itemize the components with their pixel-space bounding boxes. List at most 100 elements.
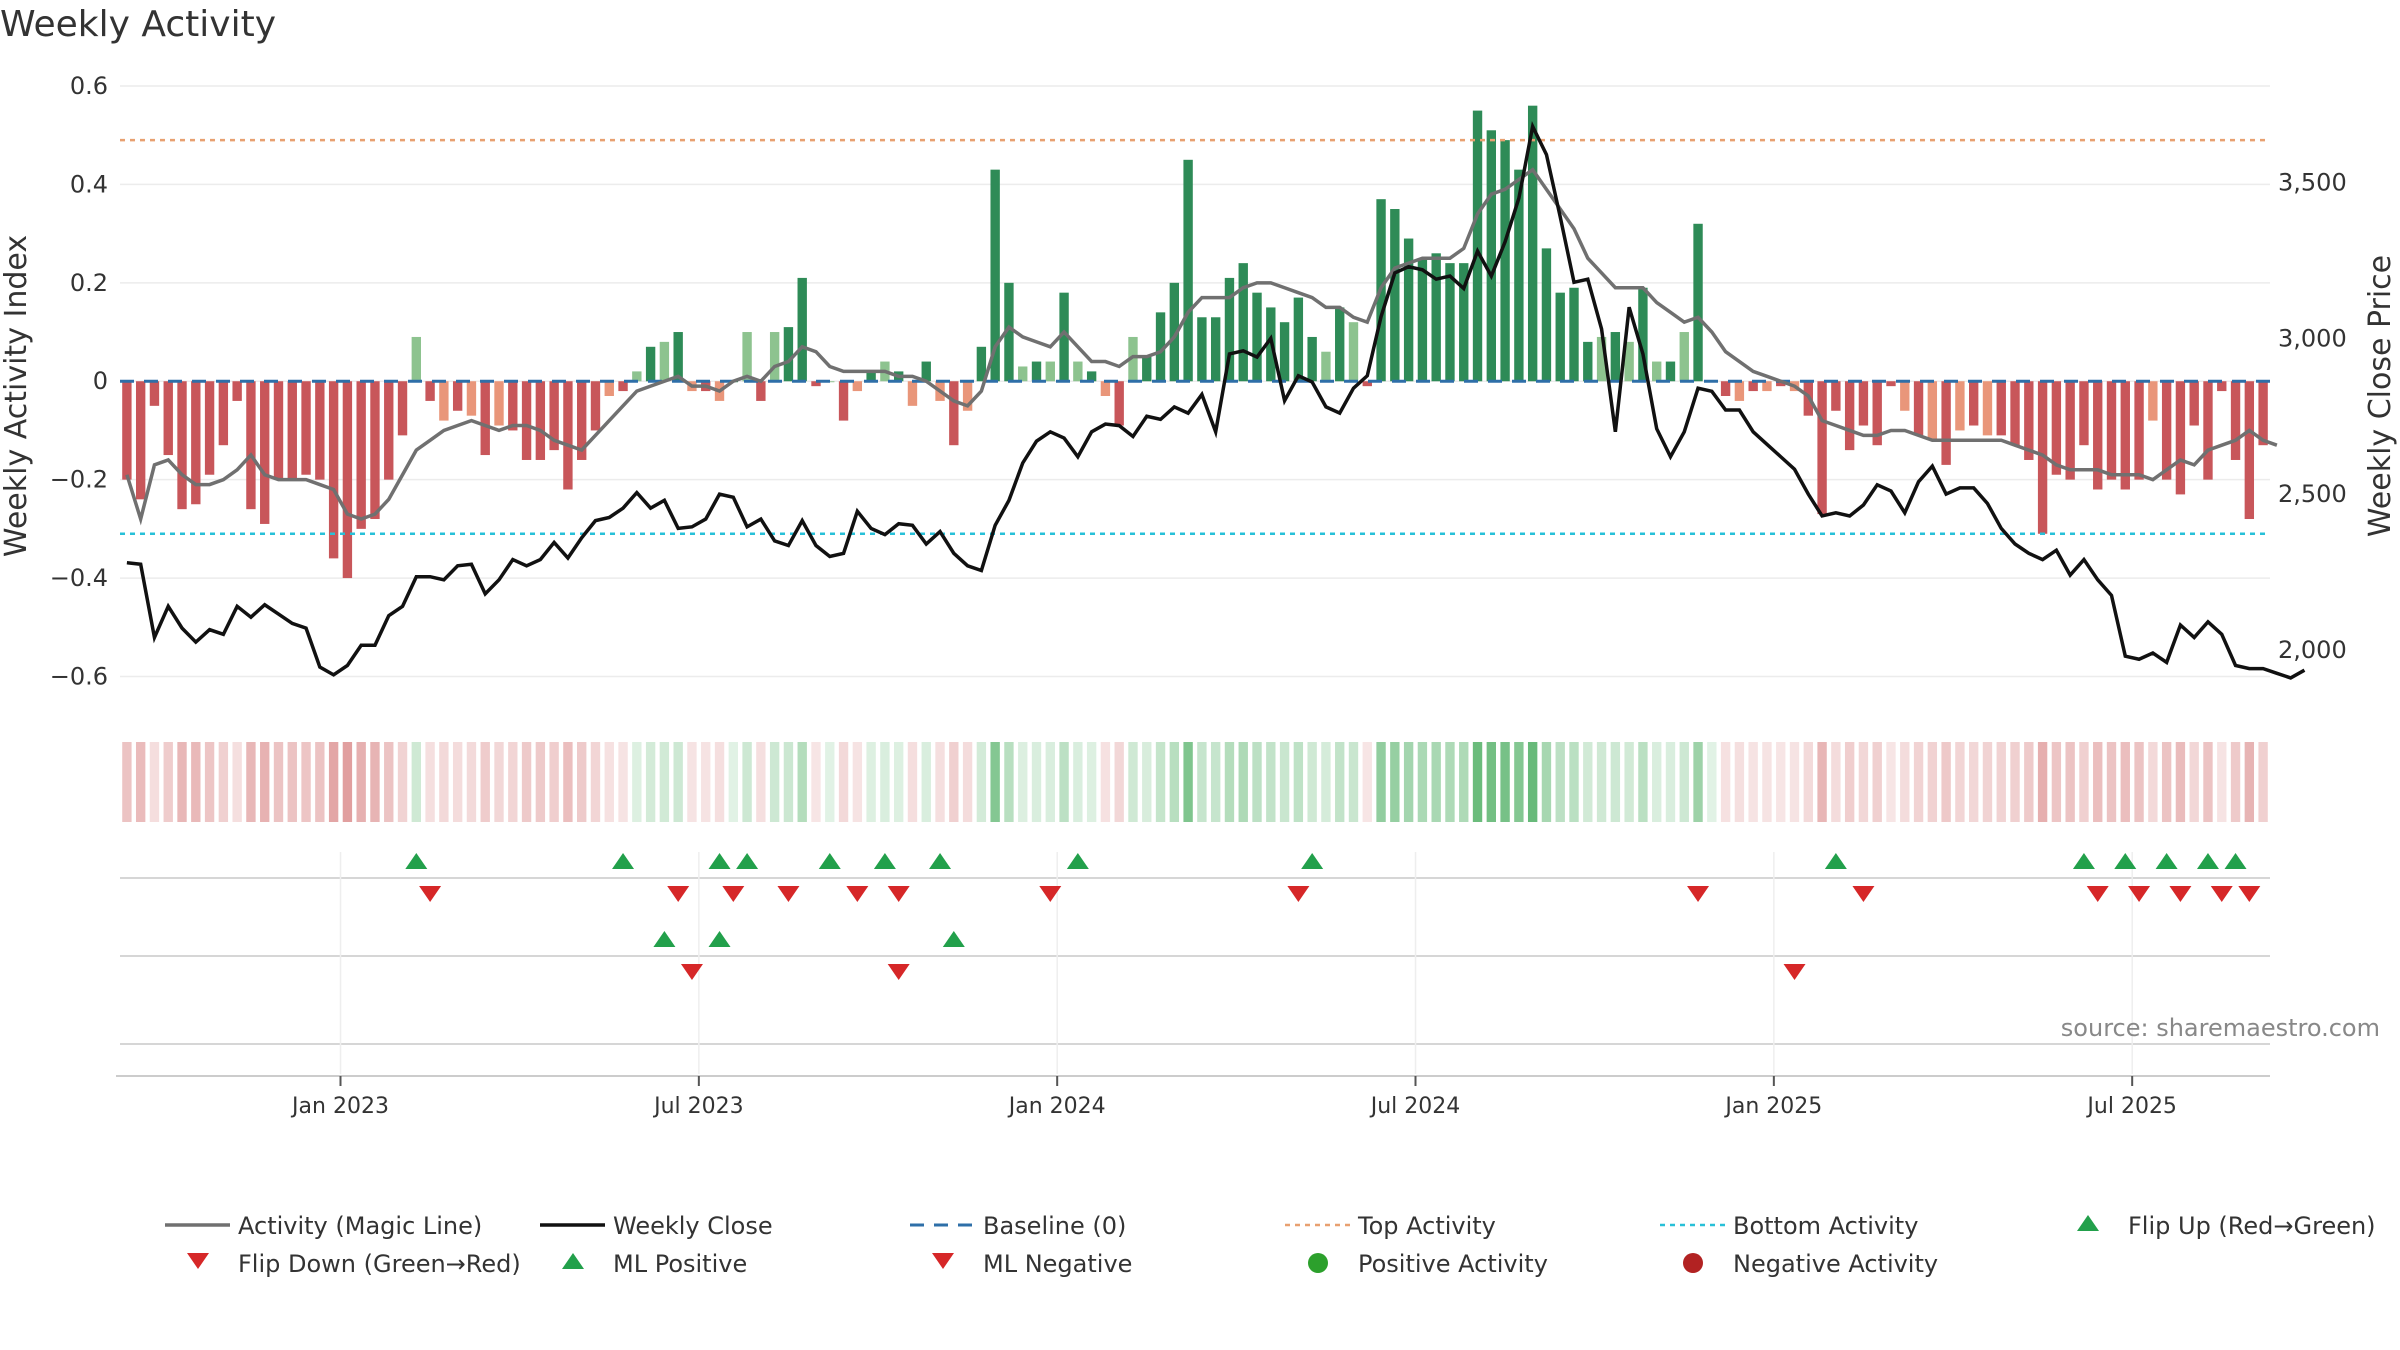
activity-bar <box>1955 381 1965 431</box>
heat-strip-cell <box>577 742 587 822</box>
heat-strip-cell <box>990 742 1000 822</box>
activity-bar <box>1583 341 1593 382</box>
x-tick-label: Jul 2024 <box>1369 1094 1461 1119</box>
activity-bar <box>1527 105 1538 382</box>
flip-down-marker <box>2169 886 2192 902</box>
activity-bar <box>1114 381 1124 426</box>
activity-bar <box>590 381 601 431</box>
heat-strip-cell <box>1142 742 1152 822</box>
activity-bar <box>673 332 683 382</box>
activity-bar <box>2010 381 2020 446</box>
flip-up-marker <box>405 853 428 869</box>
heat-strip-cell <box>1500 742 1510 822</box>
activity-bar <box>1307 336 1317 382</box>
activity-bar <box>1913 381 1924 436</box>
heat-strip-cell <box>1858 742 1869 822</box>
heat-strip-cell <box>783 742 794 822</box>
activity-bar <box>260 381 270 524</box>
legend-label: ML Positive <box>613 1250 747 1278</box>
heat-strip-cell <box>466 742 477 822</box>
heat-strip-cell <box>949 742 959 822</box>
activity-bar <box>1459 263 1469 382</box>
activity-bar <box>1142 356 1152 382</box>
heat-strip-cell <box>452 742 463 822</box>
activity-bar <box>907 381 918 406</box>
heat-strip-cell <box>756 742 766 822</box>
heat-strip-cell <box>549 742 559 822</box>
heat-strip-cell <box>2217 742 2227 822</box>
y-left-tick-label: −0.6 <box>50 662 108 690</box>
activity-bar <box>921 361 931 382</box>
heat-strip-cell <box>687 742 697 822</box>
heat-strip-cell <box>1128 742 1138 822</box>
activity-bar <box>1982 381 1993 436</box>
heat-strip-cell <box>852 742 863 822</box>
heat-strip-cell <box>1679 742 1689 822</box>
heat-strip-cell <box>1624 742 1634 822</box>
activity-bar <box>149 381 160 406</box>
y-right-tick-label: 2,500 <box>2278 480 2347 508</box>
activity-bar <box>480 381 490 456</box>
heat-strip-cell <box>177 742 187 822</box>
activity-bar <box>1734 381 1745 401</box>
heat-strip-cell <box>1155 742 1166 822</box>
activity-bar <box>838 381 849 421</box>
activity-bar <box>797 277 807 382</box>
flip-down-marker <box>1687 886 1710 902</box>
x-tick-label: Jan 2023 <box>290 1094 389 1119</box>
heat-strip-cell <box>1955 742 1965 822</box>
flip-up-marker <box>2155 853 2178 869</box>
heat-strip-cell <box>439 742 449 822</box>
legend-label: Positive Activity <box>1358 1250 1548 1278</box>
heat-strip-cell <box>2175 742 2186 822</box>
activity-bar <box>1403 238 1414 382</box>
activity-bar <box>1486 130 1496 382</box>
activity-bar <box>769 332 780 382</box>
legend-label: Bottom Activity <box>1733 1212 1918 1240</box>
heat-strip-cell <box>1073 742 1083 822</box>
heat-strip-cell <box>742 742 752 822</box>
heat-strip-cell <box>1390 742 1400 822</box>
heat-strip-cell <box>2024 742 2034 822</box>
flip-down-marker <box>887 886 910 902</box>
activity-bar <box>356 381 366 529</box>
heat-strip-cell <box>2203 742 2213 822</box>
activity-bar <box>1541 248 1552 382</box>
legend-icon-positive-dot <box>1308 1253 1328 1273</box>
activity-bar <box>342 381 353 579</box>
activity-bar <box>1293 297 1304 382</box>
legend-icon-down-triangle <box>932 1253 954 1269</box>
activity-bar <box>1169 282 1180 382</box>
activity-bar <box>1224 277 1235 382</box>
activity-bar <box>1652 361 1662 382</box>
activity-bar <box>328 381 339 559</box>
activity-bar <box>990 169 1000 382</box>
activity-bar <box>1748 381 1758 392</box>
flip-up-marker <box>2072 853 2095 869</box>
heat-strip-cell <box>397 742 408 822</box>
ml-positive-marker <box>708 931 731 947</box>
activity-bar <box>1059 292 1069 382</box>
activity-bar <box>2148 381 2158 421</box>
heat-strip-cell <box>260 742 270 822</box>
heat-strip-cell <box>1086 742 1097 822</box>
heat-strip-cell <box>2258 742 2268 822</box>
heat-strip-cell <box>1762 742 1772 822</box>
heat-strip-cell <box>1445 742 1455 822</box>
activity-bar <box>852 381 863 392</box>
y-right-tick-label: 2,000 <box>2278 636 2347 664</box>
activity-bar <box>1321 351 1331 382</box>
activity-bar <box>246 381 256 510</box>
y-left-axis-title: Weekly Activity Index <box>0 235 34 557</box>
activity-bar <box>1100 381 1111 396</box>
heat-strip-cell <box>645 742 656 822</box>
heat-strip-cell <box>1169 742 1180 822</box>
activity-bar <box>866 371 876 382</box>
activity-bar <box>563 381 573 490</box>
heat-strip-cell <box>204 742 215 822</box>
activity-bar <box>232 381 242 401</box>
heat-strip-cell <box>232 742 242 822</box>
activity-bar <box>2106 381 2117 480</box>
activity-bar <box>1665 361 1676 382</box>
activity-bar <box>397 381 408 436</box>
